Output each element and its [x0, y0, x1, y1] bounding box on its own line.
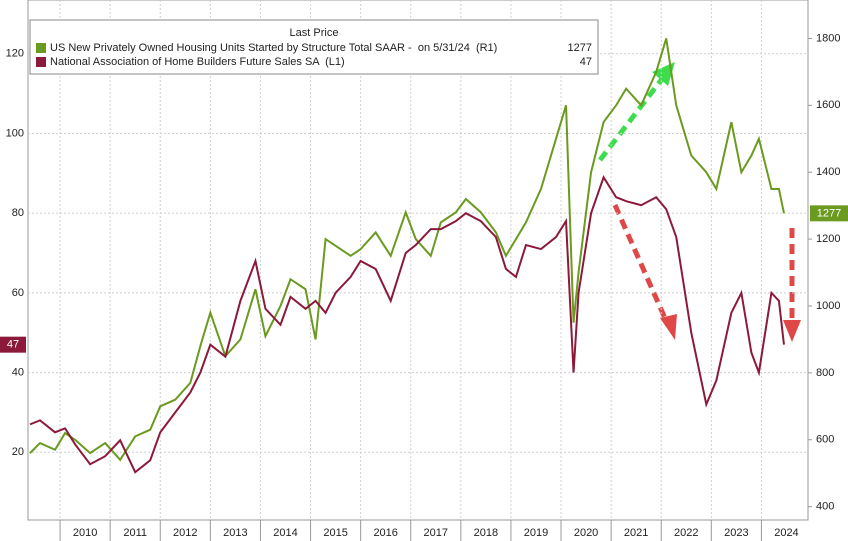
y2-tick-label: 800: [816, 367, 834, 379]
last-value-tag: [0, 336, 26, 353]
legend-label: National Association of Home Builders Fu…: [50, 56, 345, 68]
x-tick-label: 2022: [674, 527, 698, 539]
x-tick-label: 2013: [223, 527, 247, 539]
x-tick-label: 2019: [524, 527, 548, 539]
x-tick-label: 2014: [273, 527, 297, 539]
y-tick-label: 60: [12, 287, 24, 299]
legend-label: US New Privately Owned Housing Units Sta…: [50, 42, 497, 54]
x-tick-label: 2024: [774, 527, 798, 539]
x-tick-label: 2020: [574, 527, 598, 539]
legend-title: Last Price: [290, 27, 339, 39]
last-value-tag: [810, 205, 848, 222]
x-tick-label: 2017: [424, 527, 448, 539]
plot-frame: [27, 0, 809, 521]
x-tick-label: 2010: [73, 527, 97, 539]
x-tick-label: 2016: [373, 527, 397, 539]
x-tick-label: 2011: [123, 527, 147, 539]
x-tick-label: 2018: [474, 527, 498, 539]
last-value-label: 1277: [817, 207, 841, 219]
y2-tick-label: 400: [816, 501, 834, 513]
x-tick-label: 2012: [173, 527, 197, 539]
y2-tick-label: 1600: [816, 99, 840, 111]
y-tick-label: 80: [12, 207, 24, 219]
y-tick-label: 100: [6, 127, 24, 139]
y2-tick-label: 600: [816, 434, 834, 446]
y2-tick-label: 1000: [816, 300, 840, 312]
legend-value: 47: [580, 56, 592, 68]
y-tick-label: 120: [6, 48, 24, 60]
legend-swatch: [36, 57, 46, 67]
y-tick-label: 40: [12, 366, 24, 378]
last-value-label: 47: [7, 339, 19, 351]
series-line: [29, 38, 785, 462]
y-tick-label: 20: [12, 446, 24, 458]
x-tick-label: 2023: [724, 527, 748, 539]
legend-box: [29, 19, 599, 75]
legend: Last Price US New Privately Owned Housin…: [29, 19, 599, 75]
y2-tick-label: 1200: [816, 233, 840, 245]
y2-tick-label: 1800: [816, 32, 840, 44]
legend-swatch: [36, 43, 46, 53]
legend-value: 1277: [568, 42, 592, 54]
y2-tick-label: 1400: [816, 166, 840, 178]
x-tick-label: 2015: [323, 527, 347, 539]
x-tick-label: 2021: [624, 527, 648, 539]
series-line: [29, 175, 785, 474]
